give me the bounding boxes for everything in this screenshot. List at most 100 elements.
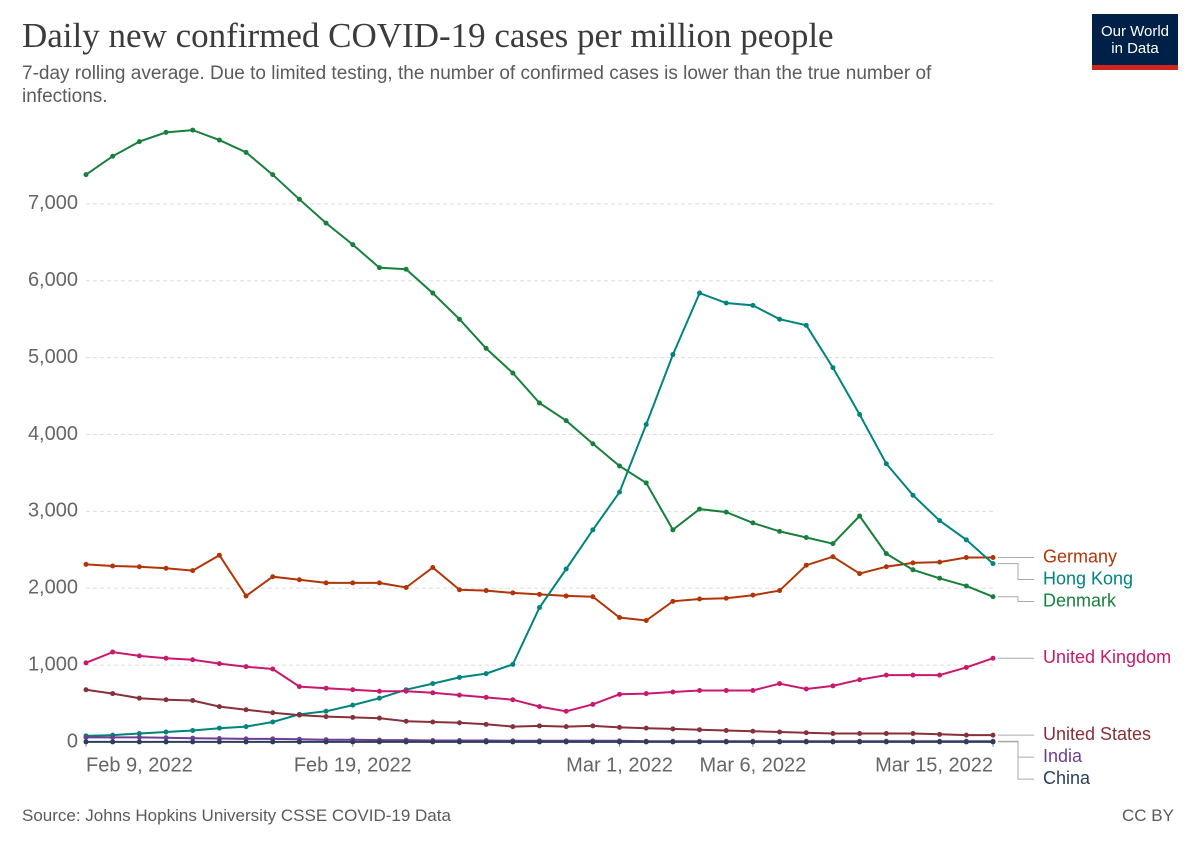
point xyxy=(510,661,516,667)
point xyxy=(190,657,196,663)
point xyxy=(323,739,329,745)
point xyxy=(510,370,516,376)
point xyxy=(803,730,809,736)
point xyxy=(216,704,222,710)
point xyxy=(670,598,676,604)
point xyxy=(163,129,169,135)
point xyxy=(83,734,89,740)
point xyxy=(376,695,382,701)
point xyxy=(590,701,596,707)
logo-line: Our World xyxy=(1100,23,1170,40)
point xyxy=(910,492,916,498)
point xyxy=(243,707,249,713)
point xyxy=(350,580,356,586)
point xyxy=(243,593,249,599)
point xyxy=(483,588,489,594)
point xyxy=(723,727,729,733)
point xyxy=(110,563,116,569)
point xyxy=(723,739,729,745)
point xyxy=(830,731,836,737)
point xyxy=(830,683,836,689)
label-connector xyxy=(998,740,1034,758)
point xyxy=(110,153,116,159)
logo: Our World in Data xyxy=(1092,14,1178,70)
point xyxy=(296,739,302,745)
point xyxy=(563,739,569,745)
point xyxy=(937,575,943,581)
point xyxy=(323,714,329,720)
point xyxy=(750,739,756,745)
point xyxy=(456,316,462,322)
legend-label: China xyxy=(1043,768,1091,788)
point xyxy=(110,691,116,697)
point xyxy=(937,518,943,524)
point xyxy=(323,220,329,226)
legend-label: Hong Kong xyxy=(1043,568,1133,588)
point xyxy=(590,739,596,745)
point xyxy=(750,592,756,598)
point xyxy=(750,728,756,734)
point xyxy=(643,739,649,745)
chart-subtitle: 7-day rolling average. Due to limited te… xyxy=(22,63,932,107)
point xyxy=(857,677,863,683)
y-tick-label: 2,000 xyxy=(28,577,78,599)
point xyxy=(937,559,943,565)
y-tick-label: 1,000 xyxy=(28,653,78,675)
point xyxy=(430,290,436,296)
point xyxy=(643,618,649,624)
point xyxy=(456,587,462,593)
y-tick-label: 4,000 xyxy=(28,423,78,445)
point xyxy=(110,739,116,745)
point xyxy=(910,739,916,745)
point xyxy=(563,593,569,599)
point xyxy=(430,564,436,570)
point xyxy=(937,672,943,678)
point xyxy=(110,649,116,655)
point xyxy=(803,686,809,692)
point xyxy=(910,672,916,678)
point xyxy=(883,461,889,467)
point xyxy=(216,739,222,745)
point xyxy=(296,196,302,202)
point xyxy=(430,690,436,696)
point xyxy=(670,726,676,732)
point xyxy=(803,562,809,568)
point xyxy=(537,400,542,406)
point xyxy=(963,537,969,543)
point xyxy=(590,594,596,600)
x-tick-label: Feb 9, 2022 xyxy=(86,754,193,776)
point xyxy=(617,724,623,730)
point xyxy=(697,506,703,512)
point xyxy=(243,149,249,155)
point xyxy=(777,739,783,745)
point xyxy=(563,724,569,730)
point xyxy=(270,172,276,178)
point xyxy=(510,724,516,730)
point xyxy=(697,727,703,733)
point xyxy=(777,681,783,687)
point xyxy=(136,139,142,145)
point xyxy=(270,666,276,672)
point xyxy=(83,561,89,567)
point xyxy=(190,727,196,733)
point xyxy=(830,365,836,371)
point xyxy=(190,127,196,133)
y-tick-label: 6,000 xyxy=(28,269,78,291)
point xyxy=(617,489,623,495)
point xyxy=(537,739,542,745)
point xyxy=(990,739,996,745)
point xyxy=(403,266,409,272)
point xyxy=(483,739,489,745)
point xyxy=(376,265,382,271)
point xyxy=(857,513,863,519)
point xyxy=(190,735,196,741)
source: Source: Johns Hopkins University CSSE CO… xyxy=(22,806,451,825)
point xyxy=(990,655,996,661)
point xyxy=(136,739,142,745)
point xyxy=(83,660,89,666)
point xyxy=(163,655,169,661)
point xyxy=(83,739,89,745)
point xyxy=(697,687,703,693)
point xyxy=(110,734,116,740)
point xyxy=(857,412,863,418)
